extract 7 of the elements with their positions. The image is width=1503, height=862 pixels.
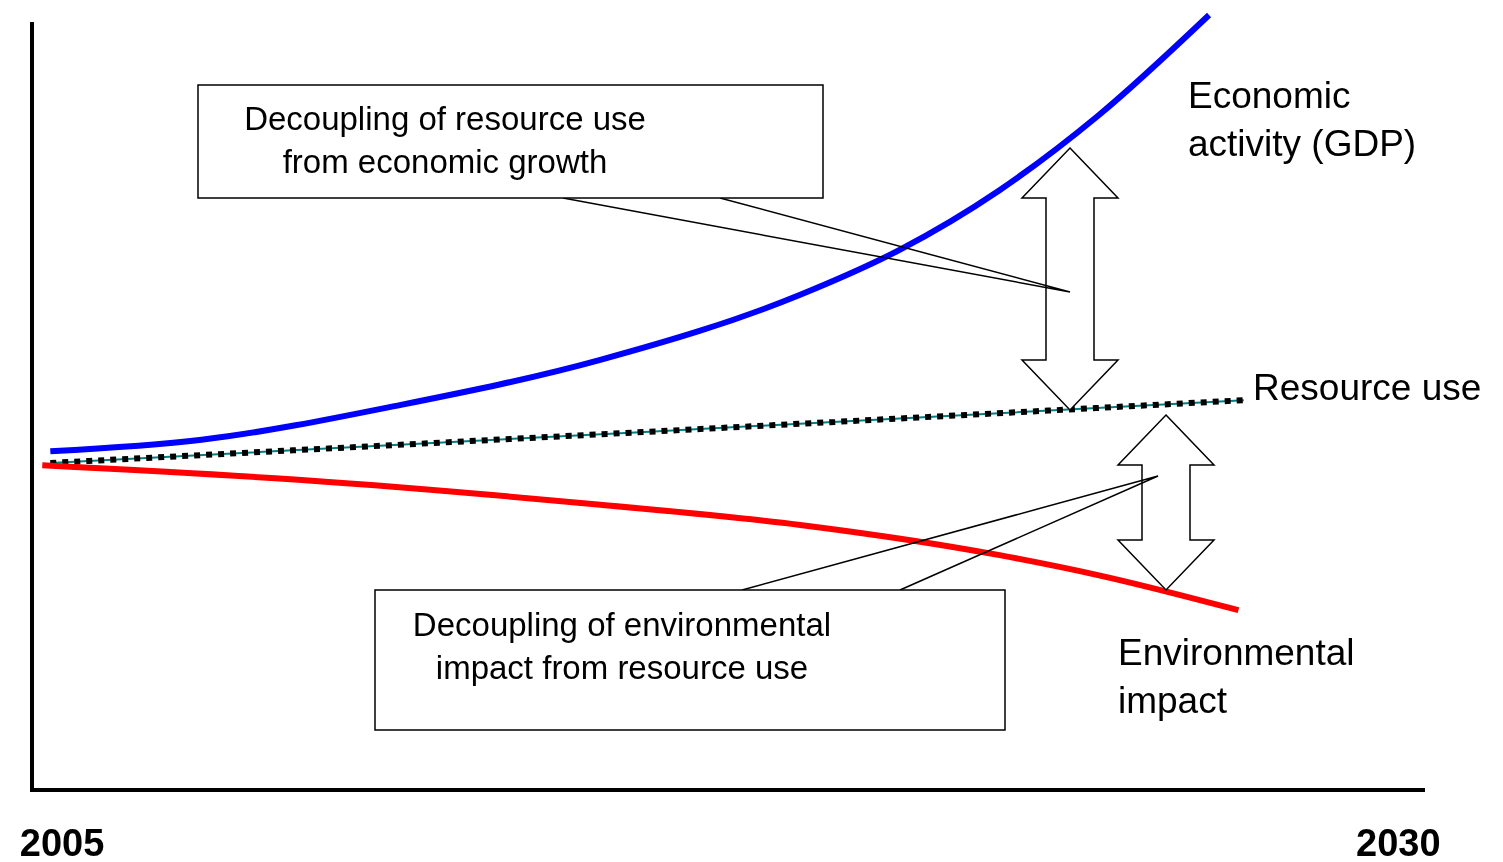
series-label: Resource use: [1253, 367, 1482, 408]
x-tick-label: 2005: [19, 822, 105, 862]
annotation: Decoupling of environmental impact from resource use: [412, 606, 832, 686]
annotation: Decoupling of resource use from economic growth: [244, 100, 646, 180]
series-label: Economic activity (GDP): [1188, 75, 1417, 164]
series-label: Environmental impact: [1118, 632, 1355, 721]
x-tick-label: 2030: [1356, 822, 1441, 862]
